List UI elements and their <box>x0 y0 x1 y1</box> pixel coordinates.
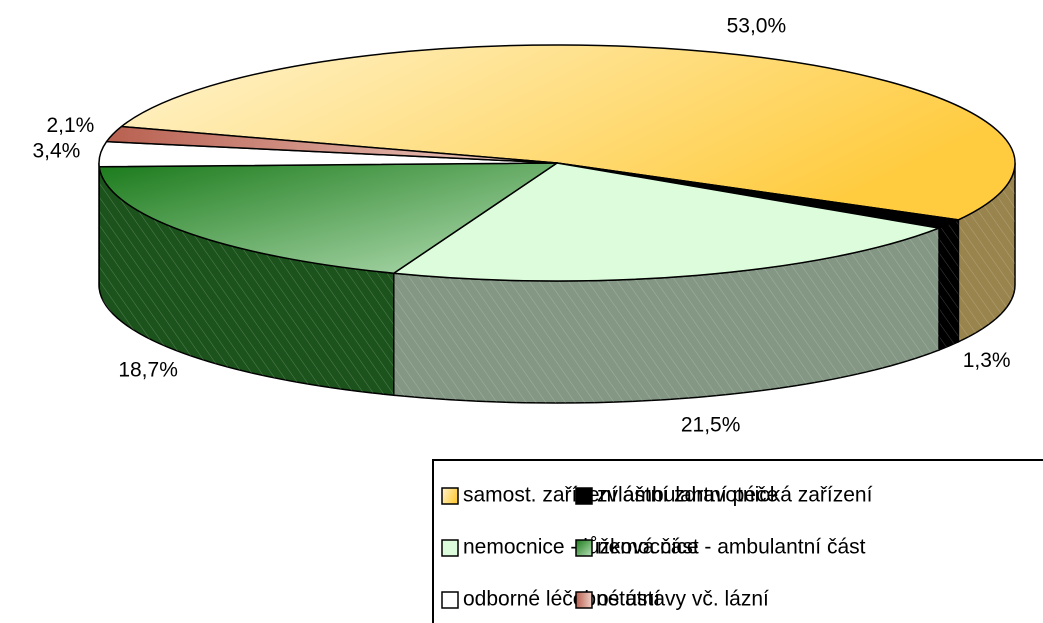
legend-swatch <box>441 539 459 557</box>
slice-side-hatch <box>393 228 940 403</box>
legend-swatch <box>575 591 593 609</box>
legend-label: odborné léčebné ústavy vč. lázní <box>463 588 769 611</box>
legend-swatch <box>575 487 593 505</box>
legend-swatch <box>441 591 459 609</box>
legend: samost. zařízení ambulantní péčezvláštní… <box>432 459 1043 623</box>
pie <box>98 44 1016 404</box>
legend-label: ostatní <box>597 588 660 611</box>
data-label: 53,0% <box>727 15 787 38</box>
slice <box>98 162 558 275</box>
slice-side-hatch <box>958 163 1015 342</box>
data-label: 18,7% <box>118 358 178 381</box>
data-label: 1,3% <box>963 349 1011 372</box>
legend-swatch <box>441 487 459 505</box>
legend-border <box>432 459 1043 623</box>
slice-side-hatch <box>939 219 959 351</box>
legend-label: samost. zařízení ambulantní péče <box>463 484 778 507</box>
legend-label: zvláštní zdravotnická zařízení <box>597 484 873 507</box>
slice-side-hatch <box>99 166 394 396</box>
data-label: 21,5% <box>681 413 741 436</box>
slice <box>105 125 558 164</box>
slice <box>120 44 1016 221</box>
slice <box>393 162 940 282</box>
legend-swatch <box>575 539 593 557</box>
legend-label: nemocnice - ambulantní část <box>597 536 866 559</box>
data-label: 3,4% <box>32 139 80 162</box>
data-label: 2,1% <box>46 114 94 137</box>
